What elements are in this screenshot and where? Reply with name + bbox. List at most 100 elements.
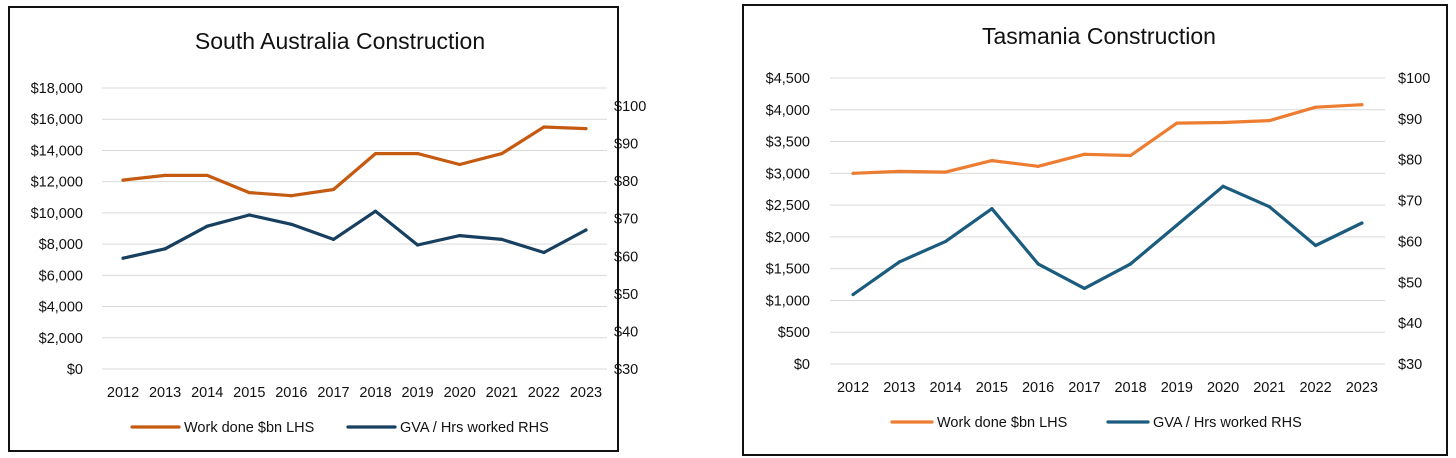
series-point-work-done (1221, 120, 1225, 125)
series-point-work-done (1175, 121, 1179, 125)
left-axis-tick-label: $0 (794, 357, 810, 373)
x-axis-tick-label: 2015 (976, 380, 1008, 396)
series-point-gva-hrs-worked (897, 260, 901, 264)
right-axis-tick-label: $60 (614, 249, 638, 265)
right-axis-tick-label: $30 (1398, 357, 1422, 373)
series-point-gva-hrs-worked (1082, 286, 1086, 291)
series-point-gva-hrs-worked (121, 256, 125, 260)
left-axis-tick-label: $18,000 (31, 81, 83, 97)
x-axis-tick-label: 2013 (149, 385, 181, 401)
left-axis-tick-label: $16,000 (31, 112, 83, 128)
series-point-work-done (990, 159, 994, 163)
x-axis-tick-label: 2022 (528, 385, 560, 401)
series-point-gva-hrs-worked (331, 237, 336, 241)
series-point-gva-hrs-worked (500, 237, 504, 241)
left-axis-tick-label: $12,000 (31, 175, 83, 191)
legend-label: GVA / Hrs worked RHS (1153, 415, 1302, 431)
left-axis-tick-label: $500 (778, 325, 810, 341)
x-axis-tick-label: 2018 (1114, 380, 1146, 396)
series-point-work-done (331, 187, 336, 192)
x-axis-tick-label: 2023 (570, 385, 602, 401)
right-axis-tick-label: $50 (1398, 275, 1422, 291)
left-axis-tick-label: $3,500 (766, 135, 810, 151)
series-point-work-done (205, 173, 209, 178)
series-point-work-done (163, 173, 167, 178)
series-point-work-done (584, 126, 588, 131)
left-axis-tick-label: $4,000 (39, 300, 83, 316)
right-axis-tick-label: $60 (1398, 234, 1422, 250)
left-axis-tick-label: $2,500 (766, 198, 810, 214)
series-point-gva-hrs-worked (163, 247, 167, 251)
series-point-work-done (1314, 105, 1318, 109)
series-line-gva-hrs-worked (851, 184, 1364, 297)
left-axis-tick-label: $4,000 (766, 103, 810, 119)
x-axis-tick-label: 2021 (1253, 380, 1285, 396)
series-line-work-done (121, 125, 588, 198)
series-point-work-done (121, 178, 125, 182)
right-axis-tick-label: $90 (1398, 112, 1422, 128)
x-axis-tick-label: 2021 (486, 385, 518, 401)
right-axis-tick-label: $40 (614, 324, 638, 340)
series-line-gva-hrs-worked (121, 209, 588, 260)
series-point-work-done (944, 170, 948, 174)
left-axis-tick-label: $2,000 (766, 230, 810, 246)
series-point-gva-hrs-worked (944, 239, 948, 244)
left-axis-tick-label: $4,500 (766, 71, 810, 87)
series-point-gva-hrs-worked (1221, 184, 1225, 188)
chart-tasmania: Tasmania Construction $0 $500 $1,000 $1,500 $… (766, 23, 1431, 431)
series-point-gva-hrs-worked (1360, 221, 1364, 225)
right-axis-tick-label: $40 (1398, 316, 1422, 332)
series-point-gva-hrs-worked (247, 213, 251, 217)
series-point-gva-hrs-worked (289, 222, 293, 226)
x-axis-tick-label: 2022 (1299, 380, 1331, 396)
x-axis-tick-label: 2017 (317, 385, 349, 401)
series-point-gva-hrs-worked (584, 228, 588, 232)
right-axis-tick-label: $30 (614, 362, 638, 378)
legend-label: Work done $bn LHS (937, 415, 1067, 431)
series-point-gva-hrs-worked (458, 234, 462, 238)
series-point-gva-hrs-worked (373, 209, 378, 213)
series-point-work-done (1360, 103, 1364, 107)
series-point-work-done (247, 190, 251, 195)
series-point-gva-hrs-worked (851, 292, 855, 297)
left-axis-tick-label: $6,000 (39, 268, 83, 284)
series-point-work-done (500, 151, 504, 156)
x-axis-tick-label: 2015 (233, 385, 265, 401)
series-point-gva-hrs-worked (205, 224, 209, 228)
x-axis-tick-label: 2020 (1207, 380, 1239, 396)
left-axis-tick-label: $1,500 (766, 262, 810, 278)
left-axis-tick-label: $2,000 (39, 331, 83, 347)
series-point-gva-hrs-worked (990, 207, 994, 211)
series-point-work-done (289, 194, 293, 198)
x-axis-tick-label: 2016 (275, 385, 307, 401)
left-axis-tick-label: $10,000 (31, 206, 83, 222)
series-point-work-done (851, 171, 855, 175)
series-point-work-done (373, 151, 378, 156)
x-axis-tick-label: 2019 (401, 385, 433, 401)
left-axis-tick-label: $0 (67, 362, 83, 378)
legend-label: GVA / Hrs worked RHS (400, 420, 549, 436)
right-axis-tick-label: $90 (614, 137, 638, 153)
left-axis-tick-label: $3,000 (766, 166, 810, 182)
right-axis-tick-label: $70 (614, 212, 638, 228)
series-point-gva-hrs-worked (1175, 223, 1179, 227)
x-axis-tick-label: 2023 (1346, 380, 1378, 396)
x-axis-tick-label: 2013 (883, 380, 915, 396)
series-point-work-done (1082, 152, 1086, 156)
series-line-work-done (851, 103, 1364, 175)
series-point-work-done (1129, 153, 1133, 158)
series-point-gva-hrs-worked (542, 250, 546, 255)
chart-title: South Australia Construction (195, 28, 485, 54)
left-axis-tick-label: $1,000 (766, 293, 810, 309)
x-axis-tick-label: 2019 (1161, 380, 1193, 396)
x-axis-tick-label: 2014 (929, 380, 961, 396)
chart-panel-tasmania: Tasmania Construction $0 $500 $1,000 $1,500 $… (742, 4, 1448, 456)
x-axis-tick-label: 2012 (107, 385, 139, 401)
left-axis-tick-label: $8,000 (39, 237, 83, 253)
chart-title: Tasmania Construction (982, 23, 1216, 49)
right-axis-tick-label: $70 (1398, 194, 1422, 210)
x-axis-tick-label: 2020 (444, 385, 476, 401)
series-point-work-done (1267, 118, 1271, 123)
right-axis-tick-label: $100 (1398, 71, 1430, 87)
x-axis-tick-label: 2017 (1068, 380, 1100, 396)
